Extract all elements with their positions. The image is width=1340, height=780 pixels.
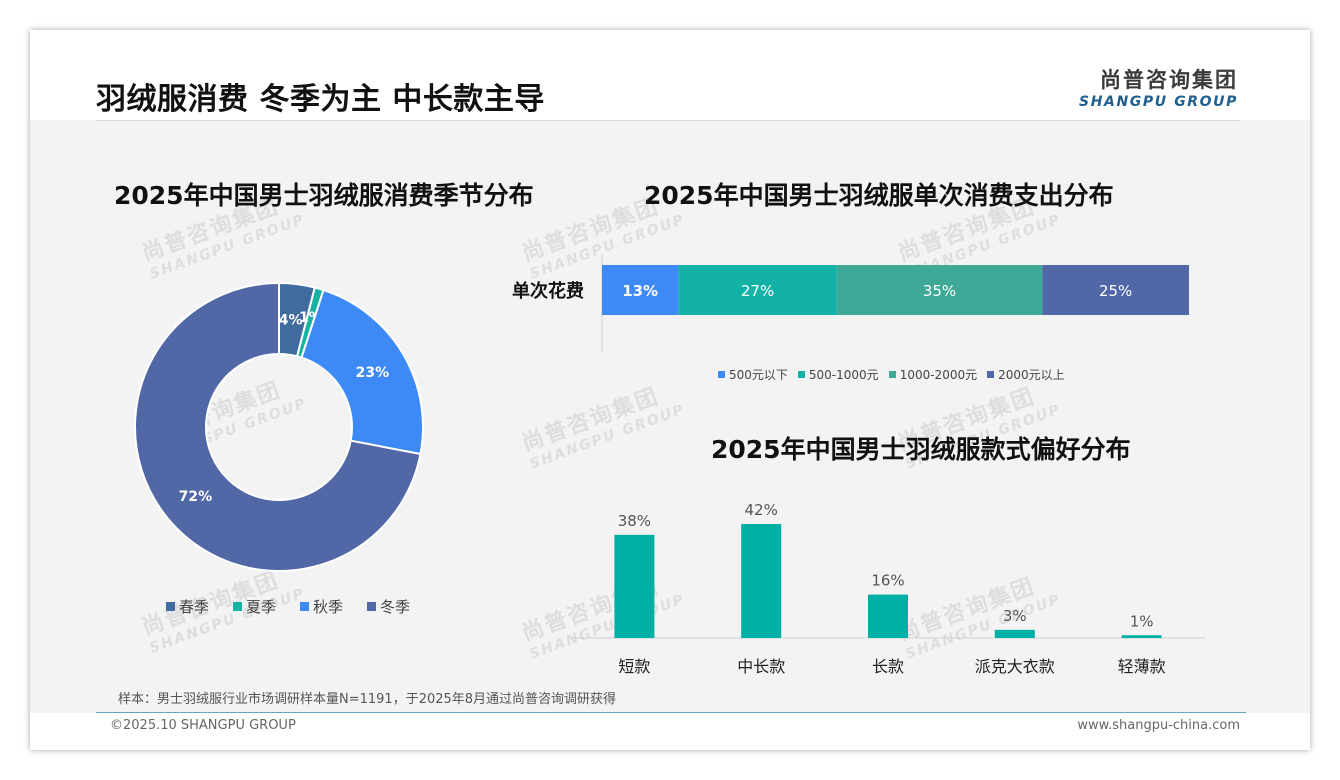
season-chart-title: 2025年中国男士羽绒服消费季节分布 — [114, 181, 534, 210]
footer-divider — [96, 712, 1246, 713]
column-data-label: 3% — [1003, 607, 1027, 625]
sample-note: 样本：男士羽绒服行业市场调研样本量N=1191，于2025年8月通过尚普咨询调研… — [118, 692, 617, 707]
brand-name-en: SHANGPU GROUP — [1079, 94, 1238, 110]
legend-item: 秋季 — [300, 596, 343, 617]
stacked-bar-segment — [1042, 265, 1189, 315]
column-data-label: 16% — [871, 572, 904, 590]
donut-slice — [134, 281, 422, 572]
legend-swatch — [367, 602, 377, 611]
copyright: ©2025.10 SHANGPU GROUP — [110, 718, 296, 733]
season-legend: 春季 夏季 秋季 冬季 — [166, 596, 434, 617]
legend-label: 500元以下 — [729, 368, 788, 382]
legend-swatch — [300, 602, 310, 611]
title-divider — [96, 120, 1240, 121]
column-data-label: 1% — [1130, 612, 1154, 630]
legend-item: 春季 — [166, 596, 209, 617]
legend-item: 500元以下 — [718, 366, 788, 383]
website-link[interactable]: www.shangpu-china.com — [1077, 718, 1240, 733]
legend-item: 夏季 — [233, 596, 276, 617]
legend-label: 2000元以上 — [998, 368, 1065, 382]
slide: 羽绒服消费 冬季为主 中长款主导 尚普咨询集团 SHANGPU GROUP 尚普… — [30, 30, 1310, 750]
legend-label: 春季 — [179, 598, 210, 616]
donut-slice — [300, 288, 424, 456]
brand-logo: 尚普咨询集团 SHANGPU GROUP — [1079, 64, 1238, 110]
style-column-chart: 38% 短款 42% 中长款 16% 长款 3% 派克大衣款 1% 轻薄款 — [571, 501, 1205, 676]
column-bar — [741, 524, 782, 638]
legend-swatch — [233, 602, 243, 611]
column-bar — [994, 629, 1035, 638]
legend-item: 冬季 — [367, 596, 410, 617]
x-tick-label: 轻薄款 — [1118, 657, 1166, 676]
footer-band — [30, 713, 1310, 750]
spending-chart-title: 2025年中国男士羽绒服单次消费支出分布 — [644, 181, 1114, 210]
donut-data-label: 72% — [179, 489, 213, 505]
legend-item: 2000元以上 — [987, 366, 1065, 383]
segment-data-label: 27% — [741, 282, 774, 300]
column-bar — [1121, 635, 1162, 638]
segment-data-label: 35% — [923, 282, 956, 300]
column-bar — [614, 534, 655, 638]
legend-swatch — [166, 602, 175, 611]
legend-swatch — [987, 371, 995, 378]
legend-label: 500-1000元 — [808, 368, 879, 382]
stacked-bar-segment — [678, 265, 837, 315]
x-tick-label: 派克大衣款 — [975, 657, 1055, 676]
x-tick-label: 短款 — [618, 657, 650, 676]
segment-data-label: 13% — [622, 282, 658, 300]
column-data-label: 38% — [618, 512, 651, 530]
spending-legend: 500元以下 500-1000元 1000-2000元 2000元以上 — [718, 366, 1075, 383]
legend-label: 冬季 — [380, 598, 411, 616]
x-tick-label: 中长款 — [737, 657, 785, 676]
page-title: 羽绒服消费 冬季为主 中长款主导 — [96, 82, 545, 117]
header-band — [30, 30, 1310, 120]
legend-swatch — [718, 371, 725, 378]
legend-swatch — [797, 371, 805, 378]
stacked-bar-segment — [836, 265, 1043, 315]
column-data-label: 42% — [745, 501, 778, 519]
style-chart-title: 2025年中国男士羽绒服款式偏好分布 — [711, 435, 1131, 464]
legend-swatch — [888, 371, 896, 378]
season-donut-chart: 4%1%23%72% — [134, 281, 424, 572]
category-label: 单次花费 — [512, 280, 584, 302]
segment-data-label: 25% — [1099, 282, 1132, 300]
legend-label: 1000-2000元 — [899, 368, 978, 382]
stacked-bar-segment — [602, 265, 679, 315]
brand-name-cn: 尚普咨询集团 — [1100, 68, 1238, 92]
legend-label: 夏季 — [246, 598, 277, 616]
legend-item: 500-1000元 — [797, 366, 879, 383]
spending-stacked-bar-chart: 单次花费 13% 27% 35% 25% — [512, 254, 1189, 352]
x-tick-label: 长款 — [872, 657, 904, 676]
legend-item: 1000-2000元 — [888, 366, 978, 383]
donut-data-label: 4% — [279, 312, 303, 328]
donut-data-label: 23% — [356, 365, 390, 381]
legend-label: 秋季 — [313, 598, 344, 616]
column-bar — [868, 594, 908, 638]
